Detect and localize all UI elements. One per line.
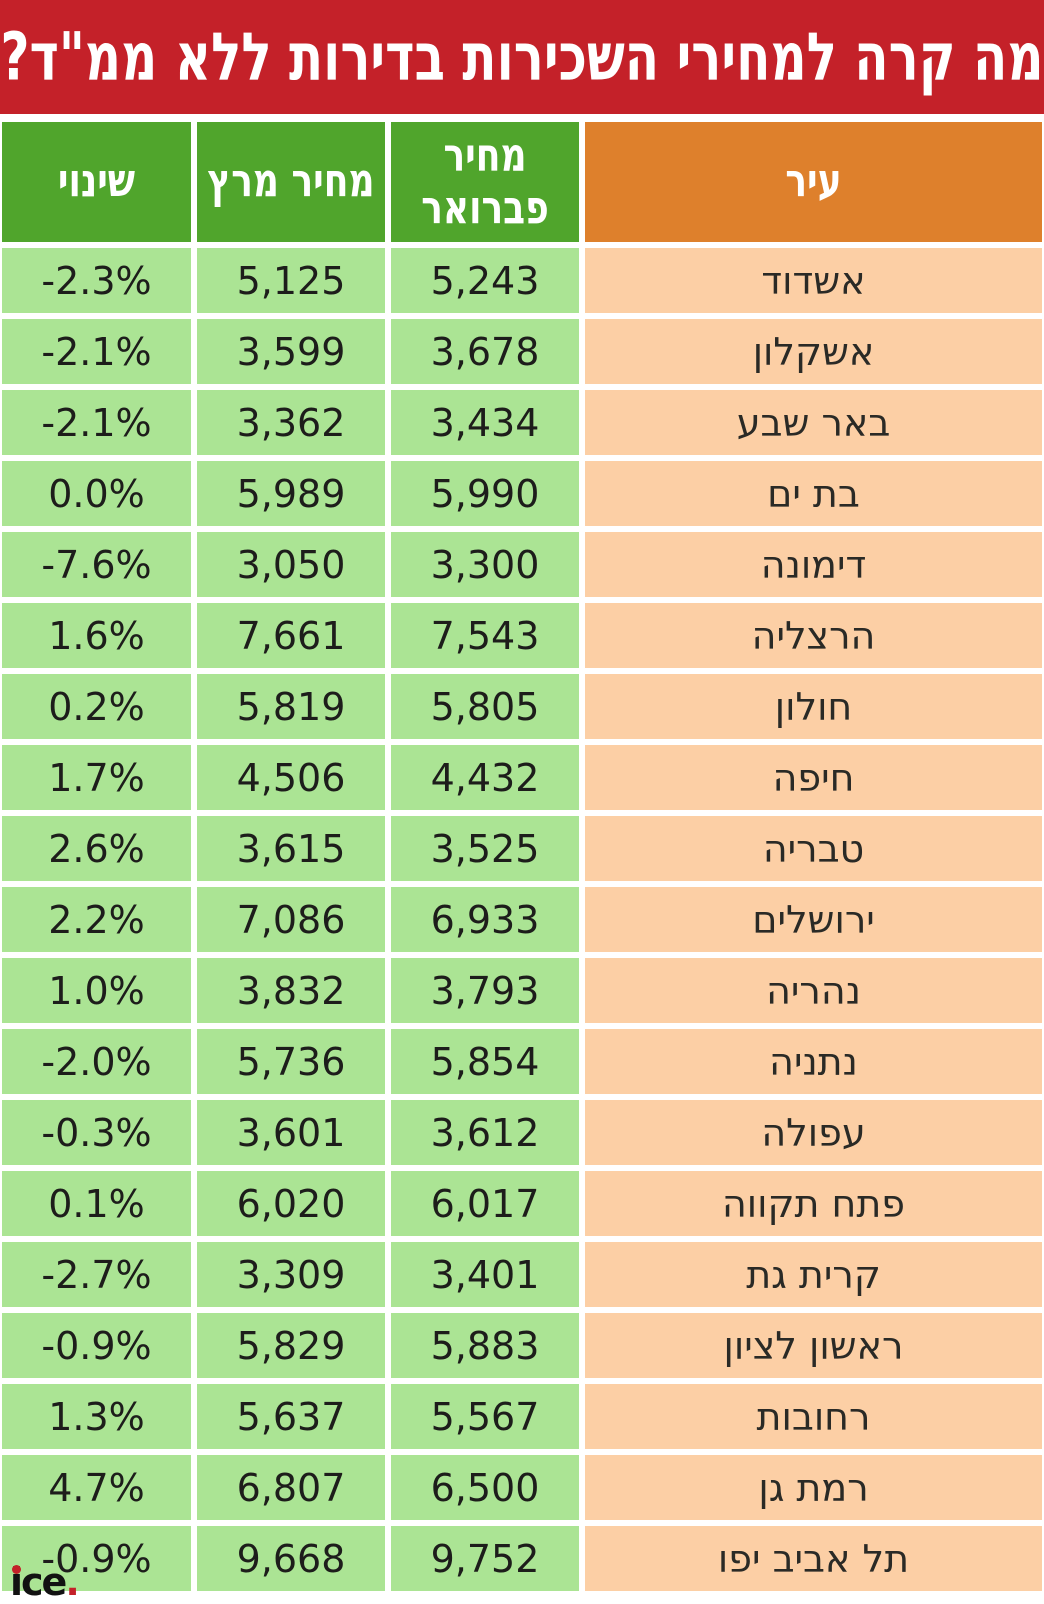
march-price-cell: 3,309 (197, 1242, 385, 1307)
city-cell: הרצליה (585, 603, 1042, 668)
march-price-cell: 5,736 (197, 1029, 385, 1094)
city-cell: באר שבע (585, 390, 1042, 455)
city-cell: חיפה (585, 745, 1042, 810)
february-price-cell: 3,793 (391, 958, 579, 1023)
february-price-cell: 3,525 (391, 816, 579, 881)
city-cell: נתניה (585, 1029, 1042, 1094)
march-price-cell: 5,125 (197, 248, 385, 313)
city-cell: תל אביב יפו (585, 1526, 1042, 1591)
february-price-cell: 6,500 (391, 1455, 579, 1520)
march-price-cell: 3,362 (197, 390, 385, 455)
column-header-february-label: מחיר פברואר (421, 129, 549, 235)
page-title: מה קרה למחירי השכירות בדירות ללא ממ"ד? (0, 18, 1044, 96)
february-price-cell: 6,017 (391, 1171, 579, 1236)
city-cell: רמת גן (585, 1455, 1042, 1520)
march-price-cell: 6,807 (197, 1455, 385, 1520)
change-cell: 1.0% (2, 958, 191, 1023)
city-cell: דימונה (585, 532, 1042, 597)
ice-logo-period: . (65, 1559, 80, 1604)
march-price-cell: 5,989 (197, 461, 385, 526)
change-cell: 2.6% (2, 816, 191, 881)
change-cell: 0.1% (2, 1171, 191, 1236)
change-cell: 2.2% (2, 887, 191, 952)
february-price-cell: 5,883 (391, 1313, 579, 1378)
february-price-cell: 9,752 (391, 1526, 579, 1591)
february-price-cell: 3,401 (391, 1242, 579, 1307)
february-price-cell: 3,434 (391, 390, 579, 455)
city-cell: ראשון לציון (585, 1313, 1042, 1378)
city-cell: רחובות (585, 1384, 1042, 1449)
march-price-cell: 3,599 (197, 319, 385, 384)
title-banner: מה קרה למחירי השכירות בדירות ללא ממ"ד? (0, 0, 1044, 114)
february-price-cell: 5,567 (391, 1384, 579, 1449)
march-price-cell: 3,050 (197, 532, 385, 597)
column-header-march-price: מחיר מרץ (197, 122, 385, 242)
change-cell: -2.7% (2, 1242, 191, 1307)
march-price-cell: 7,661 (197, 603, 385, 668)
ice-logo-red-dot-icon (12, 1564, 21, 1574)
march-price-cell: 9,668 (197, 1526, 385, 1591)
city-cell: נהריה (585, 958, 1042, 1023)
city-cell: אשקלון (585, 319, 1042, 384)
change-cell: 1.3% (2, 1384, 191, 1449)
march-price-cell: 3,601 (197, 1100, 385, 1165)
march-price-cell: 5,829 (197, 1313, 385, 1378)
change-cell: 1.6% (2, 603, 191, 668)
column-header-change: שינוי (2, 122, 191, 242)
change-cell: -0.9% (2, 1313, 191, 1378)
march-price-cell: 3,832 (197, 958, 385, 1023)
march-price-cell: 5,637 (197, 1384, 385, 1449)
change-cell: 0.2% (2, 674, 191, 739)
city-cell: פתח תקווה (585, 1171, 1042, 1236)
change-cell: -2.3% (2, 248, 191, 313)
february-price-cell: 4,432 (391, 745, 579, 810)
ice-logo: ice. (10, 1563, 80, 1601)
change-cell: 0.0% (2, 461, 191, 526)
march-price-cell: 4,506 (197, 745, 385, 810)
february-price-cell: 5,990 (391, 461, 579, 526)
change-cell: -0.3% (2, 1100, 191, 1165)
column-header-city-label: עיר (785, 155, 842, 208)
city-cell: בת ים (585, 461, 1042, 526)
column-header-city: עיר (585, 122, 1042, 242)
rent-table: עיר מחיר פברואר מחיר מרץ שינוי אשדוד 5,24… (0, 114, 1044, 1591)
february-price-cell: 5,243 (391, 248, 579, 313)
change-cell: -2.1% (2, 390, 191, 455)
city-cell: חולון (585, 674, 1042, 739)
change-cell: -2.1% (2, 319, 191, 384)
march-price-cell: 5,819 (197, 674, 385, 739)
change-cell: -0.9% (2, 1526, 191, 1591)
change-cell: -2.0% (2, 1029, 191, 1094)
city-cell: טבריה (585, 816, 1042, 881)
city-cell: ירושלים (585, 887, 1042, 952)
march-price-cell: 3,615 (197, 816, 385, 881)
column-header-change-label: שינוי (57, 155, 136, 208)
march-price-cell: 6,020 (197, 1171, 385, 1236)
city-cell: עפולה (585, 1100, 1042, 1165)
february-price-cell: 3,300 (391, 532, 579, 597)
march-price-cell: 7,086 (197, 887, 385, 952)
city-cell: קרית גת (585, 1242, 1042, 1307)
change-cell: 4.7% (2, 1455, 191, 1520)
february-price-cell: 3,612 (391, 1100, 579, 1165)
february-price-cell: 7,543 (391, 603, 579, 668)
column-header-february-price: מחיר פברואר (391, 122, 579, 242)
february-price-cell: 6,933 (391, 887, 579, 952)
february-price-cell: 5,805 (391, 674, 579, 739)
february-price-cell: 5,854 (391, 1029, 579, 1094)
column-header-march-label: מחיר מרץ (207, 155, 375, 208)
february-price-cell: 3,678 (391, 319, 579, 384)
city-cell: אשדוד (585, 248, 1042, 313)
change-cell: 1.7% (2, 745, 191, 810)
change-cell: -7.6% (2, 532, 191, 597)
